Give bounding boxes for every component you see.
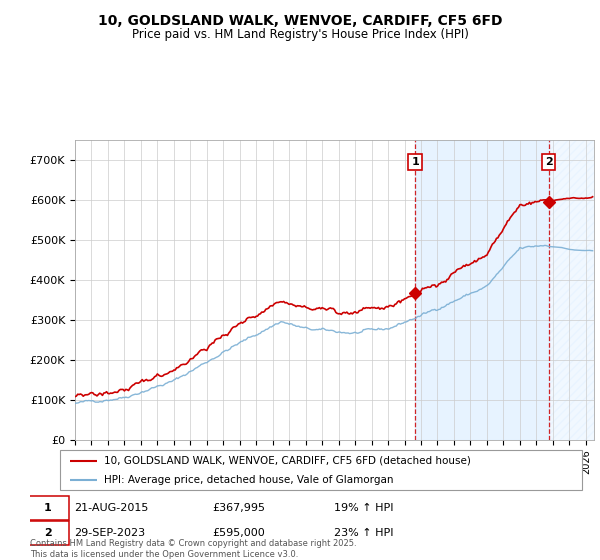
Bar [415, 140, 548, 440]
Text: 21-AUG-2015: 21-AUG-2015 [74, 503, 149, 512]
Text: £595,000: £595,000 [212, 528, 265, 538]
Bar [548, 140, 594, 440]
FancyBboxPatch shape [27, 521, 68, 545]
Text: £367,995: £367,995 [212, 503, 265, 512]
Text: 2: 2 [545, 157, 553, 167]
Text: 23% ↑ HPI: 23% ↑ HPI [334, 528, 393, 538]
Text: Price paid vs. HM Land Registry's House Price Index (HPI): Price paid vs. HM Land Registry's House … [131, 28, 469, 41]
Text: HPI: Average price, detached house, Vale of Glamorgan: HPI: Average price, detached house, Vale… [104, 475, 394, 485]
FancyBboxPatch shape [27, 496, 68, 520]
Text: 1: 1 [411, 157, 419, 167]
Text: 29-SEP-2023: 29-SEP-2023 [74, 528, 145, 538]
Text: 10, GOLDSLAND WALK, WENVOE, CARDIFF, CF5 6FD (detached house): 10, GOLDSLAND WALK, WENVOE, CARDIFF, CF5… [104, 456, 471, 466]
FancyBboxPatch shape [60, 450, 582, 490]
Text: 1: 1 [44, 503, 52, 512]
Text: Contains HM Land Registry data © Crown copyright and database right 2025.
This d: Contains HM Land Registry data © Crown c… [30, 539, 356, 559]
Text: 2: 2 [44, 528, 52, 538]
Text: 19% ↑ HPI: 19% ↑ HPI [334, 503, 393, 512]
Text: 10, GOLDSLAND WALK, WENVOE, CARDIFF, CF5 6FD: 10, GOLDSLAND WALK, WENVOE, CARDIFF, CF5… [98, 14, 502, 28]
